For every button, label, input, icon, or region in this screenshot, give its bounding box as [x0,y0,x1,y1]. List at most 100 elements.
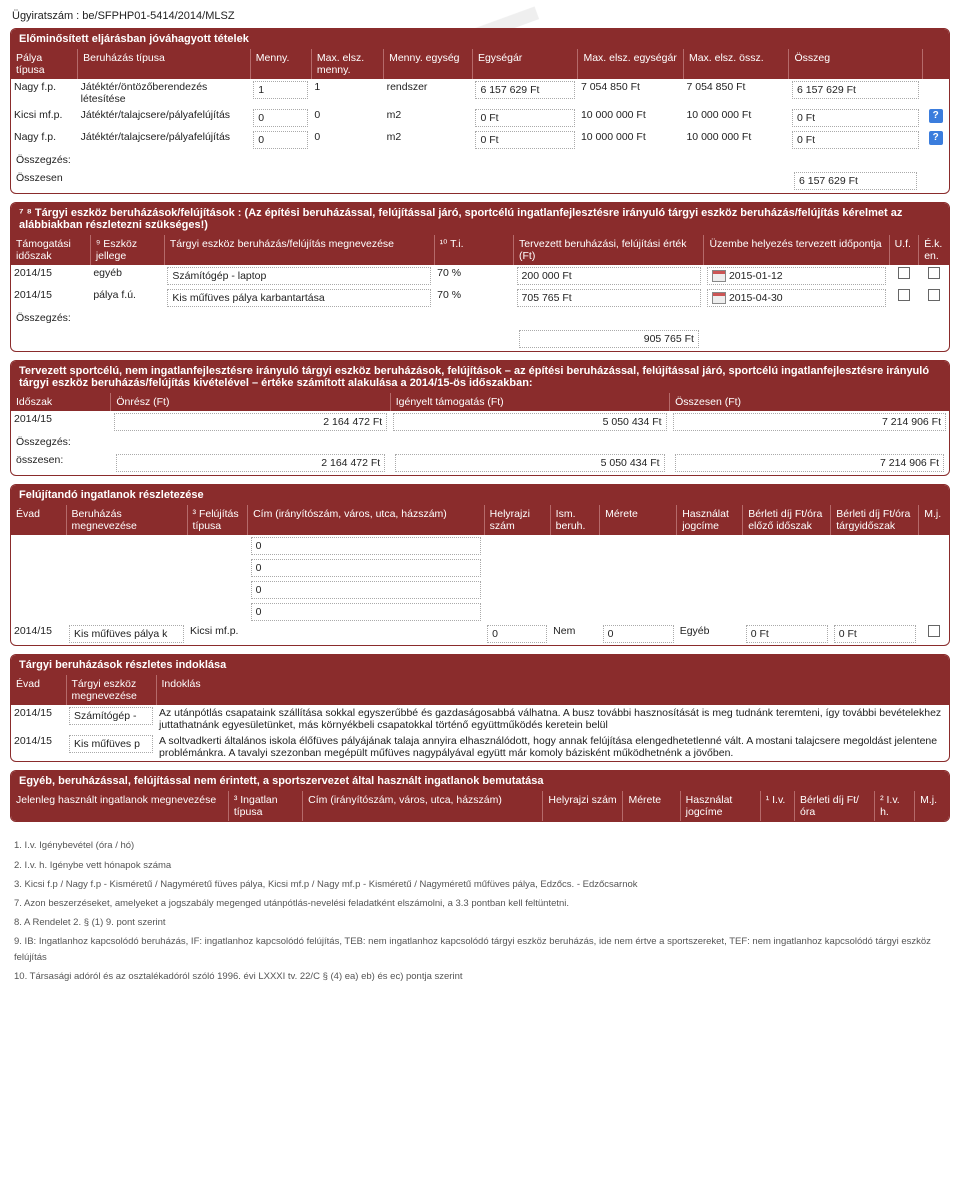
addr-line: 0 [251,537,482,555]
eszkoz-jellege: egyéb [90,265,164,287]
help-icon[interactable]: ? [929,109,943,123]
max-egysegar: 10 000 000 Ft [578,107,684,129]
panel3-total-label: összesen: [11,451,111,475]
th: Cím (irányítószám, város, utca, házszám) [303,791,543,821]
panel1-total-label: Összesen [11,169,78,193]
menny: 1 [253,81,308,99]
palya-tipus: Nagy f.p. [11,129,78,151]
panel-other-properties: Egyéb, beruházással, felújítással nem ér… [10,770,950,822]
th: Egységár [472,49,578,79]
th: Max. elsz. egységár [578,49,684,79]
panel5-table: Évad Tárgyi eszköz megnevezése Indoklás … [11,675,949,761]
table-row: Nagy f.p.Játéktér/öntözőberendezés létes… [11,79,949,107]
table-row: 2014/15Számítógép -Az utánpótlás csapata… [11,705,949,733]
egyseg: rendszer [384,79,473,107]
table-row: 2014/15pálya f.ú.Kis műfüves pálya karba… [11,287,949,309]
table-row: 2014/15 Kis műfüves pálya k Kicsi mf.p. … [11,623,949,645]
uzembe-date[interactable]: 2015-04-30 [707,289,886,307]
th: Évad [11,675,66,705]
period: 2014/15 [11,411,111,433]
panel2-table: Támogatási időszak ⁹ Eszköz jellege Tárg… [11,235,949,351]
ertek: 200 000 Ft [517,267,701,285]
th: Mérete [623,791,680,821]
help-icon[interactable]: ? [929,131,943,145]
table-row: Nagy f.p.Játéktér/talajcsere/pályafelújí… [11,129,949,151]
addr-line: 0 [251,603,482,621]
total-osszesen: 7 214 906 Ft [675,454,944,472]
panel4-table: Évad Beruházás megnevezése ³ Felújítás t… [11,505,949,645]
merete: 0 [603,625,674,643]
th: Támogatási időszak [11,235,90,265]
evad: 2014/15 [11,623,66,645]
beruhazas-tipus: Játéktér/talajcsere/pályafelújítás [78,129,251,151]
th: Használat jogcíme [677,505,743,535]
panel5-title: Tárgyi beruházások részletes indoklása [11,655,949,675]
th: ³ Ingatlan típusa [228,791,302,821]
panel3-title: Tervezett sportcélú, nem ingatlanfejlesz… [11,361,949,393]
felujitas-type: Kicsi mf.p. [187,623,248,645]
max-ossz: 10 000 000 Ft [683,129,789,151]
berleti-elozo: 0 Ft [746,625,828,643]
evad: 2014/15 [11,705,66,733]
panel3-sum-label: Összegzés: [11,433,949,451]
panel2-total-value: 905 765 Ft [519,330,699,348]
calendar-icon[interactable] [712,270,726,282]
footnotes: 1. I.v. Igénybevétel (óra / hó)2. I.v. h… [10,830,950,996]
th: Használat jogcíme [680,791,760,821]
uf-checkbox[interactable] [898,289,910,301]
th: Tervezett beruházási, felújítási érték (… [514,235,704,265]
eken-checkbox[interactable] [928,267,940,279]
ti-percent: 70 % [434,287,513,309]
helyrajzi: 0 [487,625,547,643]
th: Helyrajzi szám [543,791,623,821]
footnote-line: 8. A Rendelet 2. § (1) 9. pont szerint [14,915,946,930]
th: Tárgyi eszköz megnevezése [66,675,156,705]
panel2-title: ⁷ ⁸ Tárgyi eszköz beruházások/felújításo… [11,203,949,235]
max-menny: 0 [311,129,383,151]
th: Évad [11,505,66,535]
th: Üzembe helyezés tervezett időpontja [704,235,889,265]
table-row: 2014/15 2 164 472 Ft 5 050 434 Ft 7 214 … [11,411,949,433]
panel1-table: Pálya típusa Beruházás típusa Menny. Max… [11,49,949,193]
footnote-line: 10. Társasági adóról és az osztalékadóró… [14,969,946,984]
indoklas: A soltvadkerti általános iskola élőfüves… [156,733,949,761]
th: Önrész (Ft) [111,393,390,411]
ti-percent: 70 % [434,265,513,287]
th [922,49,949,79]
panel1-sum-label: Összegzés: [11,151,949,169]
panel3-table: Időszak Önrész (Ft) Igényelt támogatás (… [11,393,949,475]
max-egysegar: 7 054 850 Ft [578,79,684,107]
th: Beruházás típusa [78,49,251,79]
beruhazas-tipus: Játéktér/öntözőberendezés létesítése [78,79,251,107]
osszeg: 6 157 629 Ft [792,81,919,99]
th: Indoklás [156,675,949,705]
egysegar: 0 Ft [475,109,575,127]
table-row: 0 [11,535,949,557]
th: Bérleti díj Ft/óra tárgyidőszak [831,505,919,535]
palya-tipus: Nagy f.p. [11,79,78,107]
panel6-title: Egyéb, beruházással, felújítással nem ér… [11,771,949,791]
addr-line: 0 [251,559,482,577]
eken-checkbox[interactable] [928,289,940,301]
total-igenyelt: 5 050 434 Ft [395,454,664,472]
footnote-line: 7. Azon beszerzéseket, amelyeket a jogsz… [14,896,946,911]
th: Max. elsz. menny. [311,49,383,79]
table-row: Kicsi mf.p.Játéktér/talajcsere/pályafelú… [11,107,949,129]
uf-checkbox[interactable] [898,267,910,279]
th: Bérleti díj Ft/óra [795,791,875,821]
calendar-icon[interactable] [712,292,726,304]
footnote-line: 9. IB: Ingatlanhoz kapcsolódó beruházás,… [14,934,946,964]
th: Menny. egység [384,49,473,79]
max-ossz: 10 000 000 Ft [683,107,789,129]
egyseg: m2 [384,129,473,151]
th: ⁹ Eszköz jellege [90,235,164,265]
th: U.f. [889,235,919,265]
th: ² I.v. h. [875,791,915,821]
th: Cím (irányítószám, város, utca, házszám) [248,505,485,535]
uzembe-date[interactable]: 2015-01-12 [707,267,886,285]
mj-checkbox[interactable] [928,625,940,637]
panel1-header-row: Pálya típusa Beruházás típusa Menny. Max… [11,49,949,79]
th: ¹⁰ T.i. [434,235,513,265]
idoszak: 2014/15 [11,265,90,287]
max-egysegar: 10 000 000 Ft [578,129,684,151]
